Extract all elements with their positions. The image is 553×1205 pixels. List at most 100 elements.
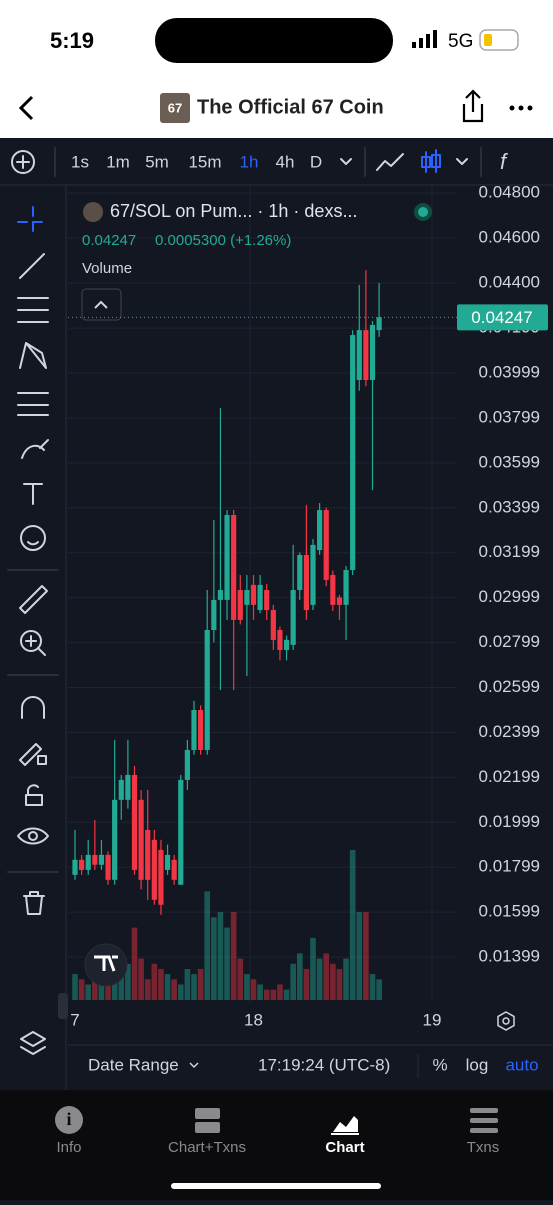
y-tick-label: 0.03799 xyxy=(479,407,540,426)
candle-body xyxy=(244,590,250,605)
candle-body xyxy=(257,584,263,611)
scale-option[interactable]: % xyxy=(432,1055,447,1074)
sidebar-toggle[interactable] xyxy=(58,993,68,1019)
tab-icons xyxy=(55,1106,498,1135)
candle-body xyxy=(317,510,323,551)
y-tick-label: 0.02999 xyxy=(479,587,540,606)
candle-body xyxy=(184,749,190,780)
tv-logo xyxy=(84,943,128,987)
drawing-tools[interactable] xyxy=(7,206,59,1055)
volume-bar xyxy=(283,989,290,1000)
tv-logo-mark xyxy=(94,955,118,972)
candle-body xyxy=(270,610,276,640)
volume-bar xyxy=(224,927,230,1000)
volume-bar xyxy=(105,979,111,1000)
candle-body xyxy=(217,590,224,600)
candle-body xyxy=(323,510,329,580)
volume-bar xyxy=(85,984,92,1000)
symbol-icon xyxy=(83,202,103,222)
candle-body xyxy=(310,544,316,605)
page-title: The Official 67 Coin xyxy=(197,96,384,118)
volume-bar xyxy=(191,974,197,1000)
candle-body xyxy=(98,854,105,865)
scale-option[interactable]: auto xyxy=(505,1055,538,1074)
candle-body xyxy=(250,584,257,605)
interval-button[interactable]: 15m xyxy=(188,152,221,171)
tab-label[interactable]: Chart xyxy=(325,1139,364,1156)
candle-body xyxy=(290,590,296,645)
interval-button[interactable]: 1h xyxy=(240,152,259,171)
share-button[interactable] xyxy=(462,89,484,123)
volume-bar xyxy=(125,963,131,1000)
interval-button[interactable]: D xyxy=(310,152,322,171)
tab-label[interactable]: Chart+Txns xyxy=(168,1139,246,1156)
network: 5G xyxy=(448,31,473,52)
interval-button[interactable]: 4h xyxy=(276,152,295,171)
candle-body xyxy=(277,630,283,651)
y-tick-label: 0.01999 xyxy=(479,812,540,831)
y-tick-label: 0.03999 xyxy=(479,363,540,382)
candle-body xyxy=(369,324,376,380)
candle-body xyxy=(237,590,243,620)
candle-body xyxy=(231,514,237,620)
volume-bar xyxy=(72,974,78,1000)
y-tick-label: 0.03599 xyxy=(479,452,540,471)
volume-bar xyxy=(296,953,303,1000)
candle-body xyxy=(198,709,204,750)
plot xyxy=(72,270,382,1000)
volume-bar xyxy=(78,979,85,1000)
y-tick-label: 0.01399 xyxy=(479,947,540,966)
candle-body xyxy=(125,774,131,800)
interval-button[interactable]: 1s xyxy=(71,152,89,171)
collapse-button[interactable] xyxy=(81,288,122,321)
scale-option[interactable]: log xyxy=(466,1055,489,1074)
candle-body xyxy=(105,854,111,880)
settings-button[interactable] xyxy=(497,1011,515,1031)
x-tick-label: 19 xyxy=(423,1010,442,1029)
candle-body xyxy=(178,779,184,885)
candle-body xyxy=(158,849,164,905)
volume-bar xyxy=(316,958,323,1000)
volume-bar xyxy=(257,984,263,1000)
candle-body xyxy=(92,854,98,865)
more-button[interactable] xyxy=(509,105,533,111)
volume-bar xyxy=(330,963,336,1000)
tab-label[interactable]: Info xyxy=(56,1139,81,1156)
volume-bar xyxy=(158,968,164,1000)
candle-body xyxy=(283,639,290,651)
y-tick-label: 0.04400 xyxy=(479,272,540,291)
x-tick-label: 7 xyxy=(70,1010,79,1029)
y-tick-label: 0.03199 xyxy=(479,542,540,561)
back-button[interactable] xyxy=(18,95,34,121)
candle-body xyxy=(131,774,138,870)
candle-body xyxy=(164,854,171,870)
candle-body xyxy=(303,554,309,611)
volume-bar xyxy=(211,917,217,1000)
legend-change: 0.0005300 (+1.26%) xyxy=(155,232,291,249)
candle-body xyxy=(191,709,197,750)
dynamic-island xyxy=(155,18,393,63)
candle-body xyxy=(350,335,356,571)
coin-icon xyxy=(160,93,190,123)
candle-body xyxy=(363,330,369,380)
status-dot xyxy=(418,207,428,217)
settings-dot xyxy=(502,1017,510,1025)
volume-bar xyxy=(290,963,296,1000)
volume-bar xyxy=(343,958,349,1000)
volume-bar xyxy=(336,968,343,1000)
date-range[interactable]: Date Range xyxy=(88,1055,179,1074)
candle-body xyxy=(204,630,210,750)
volume-bar xyxy=(277,984,283,1000)
volume-bar xyxy=(184,968,191,1000)
interval-button[interactable]: 5m xyxy=(145,152,169,171)
tab-label[interactable]: Txns xyxy=(467,1139,500,1156)
candle-body xyxy=(72,859,78,875)
interval-button[interactable]: 1m xyxy=(106,152,130,171)
toolbar-icons: f xyxy=(11,147,509,177)
collapse-icon xyxy=(94,300,108,309)
volume-bar xyxy=(204,891,211,1000)
candle-body xyxy=(211,599,217,631)
svg-text:f: f xyxy=(500,149,509,174)
